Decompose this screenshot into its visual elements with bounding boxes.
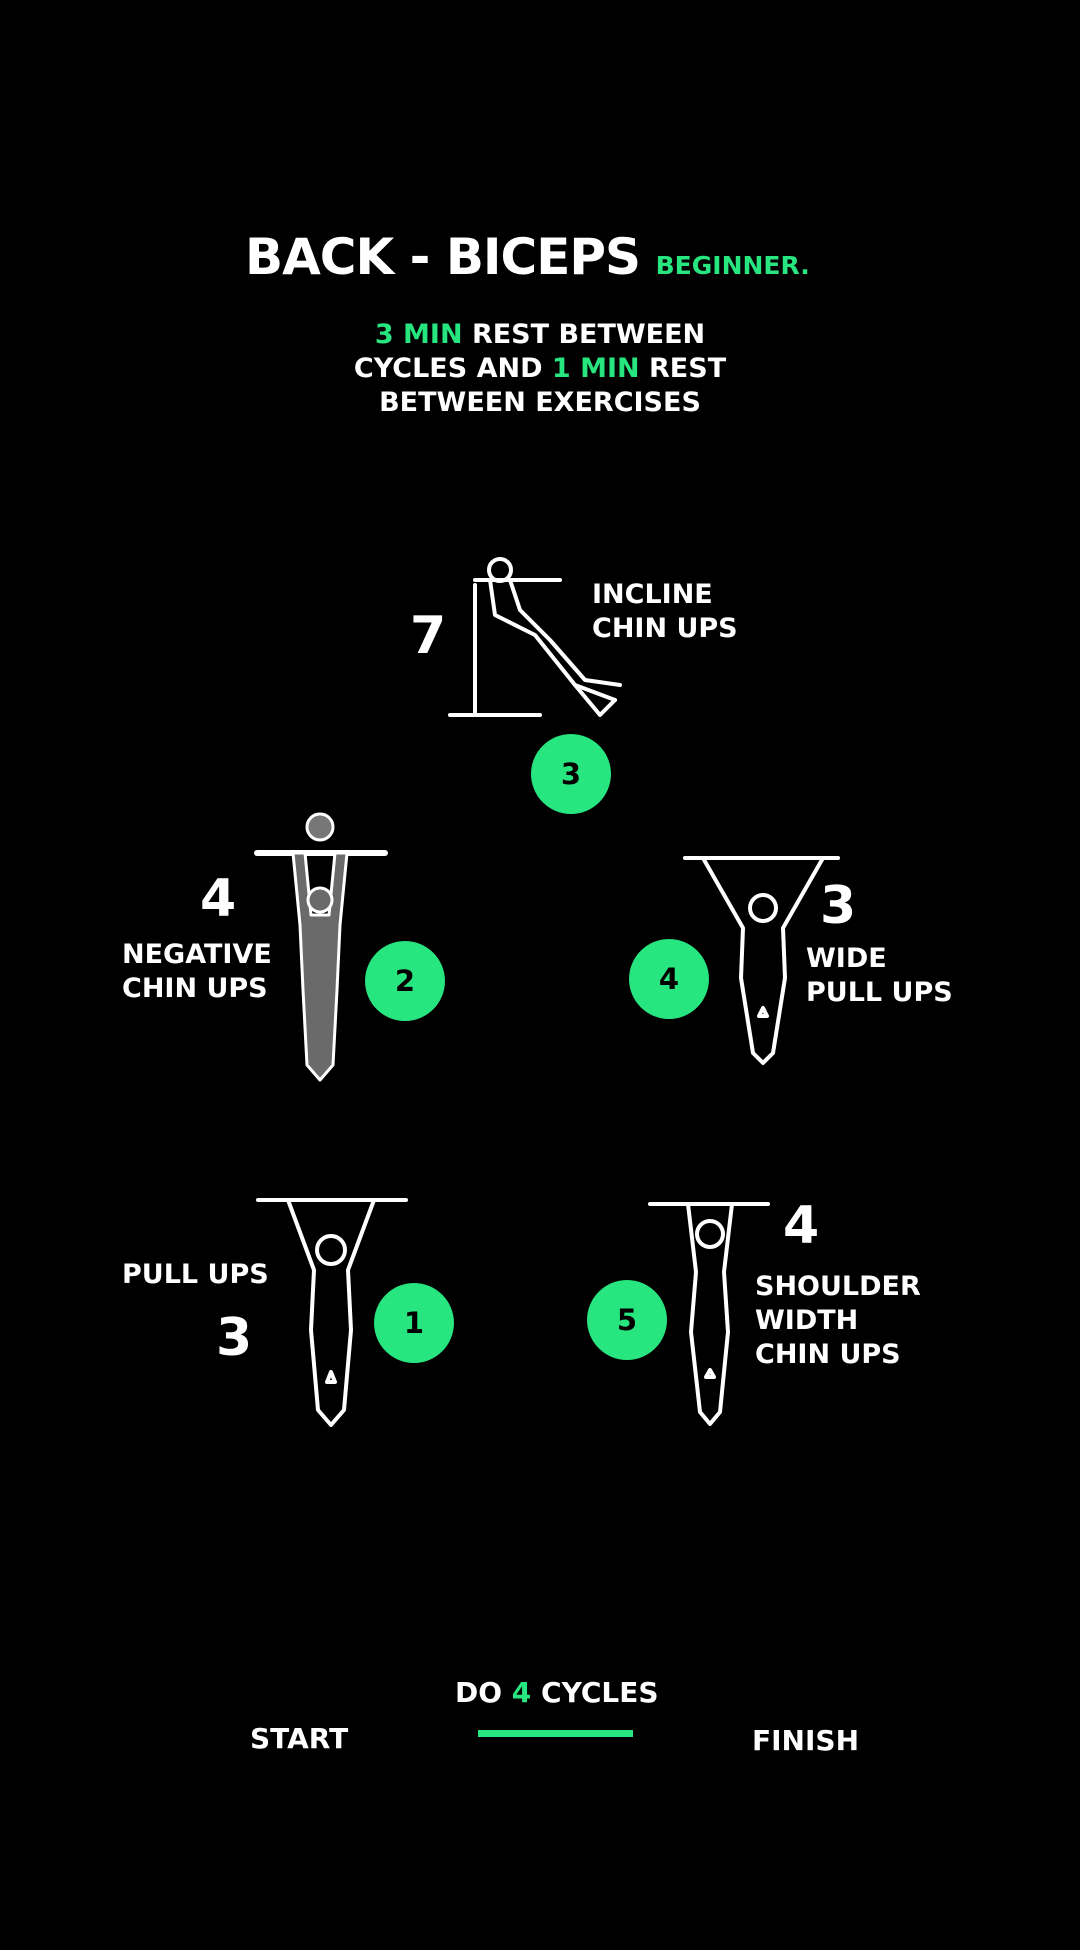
shoulder-width-chin-up-figure-icon: [648, 1202, 770, 1426]
exercise-1-name: PULL UPS: [122, 1258, 269, 1292]
exercise-1-name-line-1: PULL UPS: [122, 1259, 269, 1290]
exercise-2-name: NEGATIVE CHIN UPS: [122, 938, 272, 1006]
rest-line-1: 3 MIN REST BETWEEN: [240, 318, 840, 352]
rest-text-2: CYCLES AND: [353, 353, 552, 384]
exercise-2-name-line-1: NEGATIVE: [122, 939, 272, 970]
incline-chin-up-figure-icon: [448, 557, 622, 717]
exercise-5-reps: 4: [783, 1196, 820, 1256]
exercise-2-name-line-2: CHIN UPS: [122, 973, 268, 1004]
page-title-row: BACK - BICEPS BEGINNER.: [245, 228, 810, 286]
page-title: BACK - BICEPS: [245, 228, 641, 286]
exercise-3-name-line-1: INCLINE: [592, 579, 713, 610]
exercise-4-name: WIDE PULL UPS: [806, 942, 953, 1010]
rest-cycle-value: 3 MIN: [374, 319, 463, 350]
rest-text-4: BETWEEN EXERCISES: [379, 387, 701, 418]
exercise-4-name-line-1: WIDE: [806, 943, 887, 974]
exercise-4-order-badge: 4: [629, 939, 709, 1019]
negative-chin-up-figure-icon: [254, 812, 388, 1082]
pull-up-figure-icon: [256, 1198, 408, 1427]
exercise-3-reps: 7: [410, 606, 447, 666]
rest-exercise-value: 1 MIN: [551, 353, 640, 384]
cycles-label: DO 4 CYCLES: [455, 1676, 659, 1709]
exercise-1-order-badge: 1: [374, 1283, 454, 1363]
rest-text-1: REST BETWEEN: [462, 319, 706, 350]
cycles-suffix: CYCLES: [531, 1676, 659, 1709]
exercise-2-order-badge: 2: [365, 941, 445, 1021]
exercise-1-reps: 3: [216, 1308, 253, 1368]
exercise-5-order-badge: 5: [587, 1280, 667, 1360]
start-label: START: [250, 1722, 349, 1755]
exercise-4-reps: 3: [820, 876, 857, 936]
exercise-5-name: SHOULDER WIDTH CHIN UPS: [755, 1270, 921, 1372]
cycles-prefix: DO: [455, 1676, 512, 1709]
rest-line-3: BETWEEN EXERCISES: [240, 386, 840, 420]
exercise-5-name-line-2: WIDTH: [755, 1305, 859, 1336]
exercise-2-reps: 4: [200, 869, 237, 929]
level-badge: BEGINNER.: [655, 251, 810, 280]
exercise-3-name-line-2: CHIN UPS: [592, 613, 738, 644]
wide-pull-up-figure-icon: [683, 856, 840, 1065]
exercise-5-name-line-3: CHIN UPS: [755, 1339, 901, 1370]
exercise-5-name-line-1: SHOULDER: [755, 1271, 921, 1302]
exercise-3-name: INCLINE CHIN UPS: [592, 578, 738, 646]
rest-text-3: REST: [639, 353, 727, 384]
cycles-count: 4: [511, 1676, 532, 1709]
rest-instructions: 3 MIN REST BETWEEN CYCLES AND 1 MIN REST…: [240, 318, 840, 420]
exercise-4-name-line-2: PULL UPS: [806, 977, 953, 1008]
exercise-3-order-badge: 3: [531, 734, 611, 814]
rest-line-2: CYCLES AND 1 MIN REST: [240, 352, 840, 386]
finish-label: FINISH: [752, 1724, 859, 1757]
progress-line: [478, 1730, 633, 1737]
